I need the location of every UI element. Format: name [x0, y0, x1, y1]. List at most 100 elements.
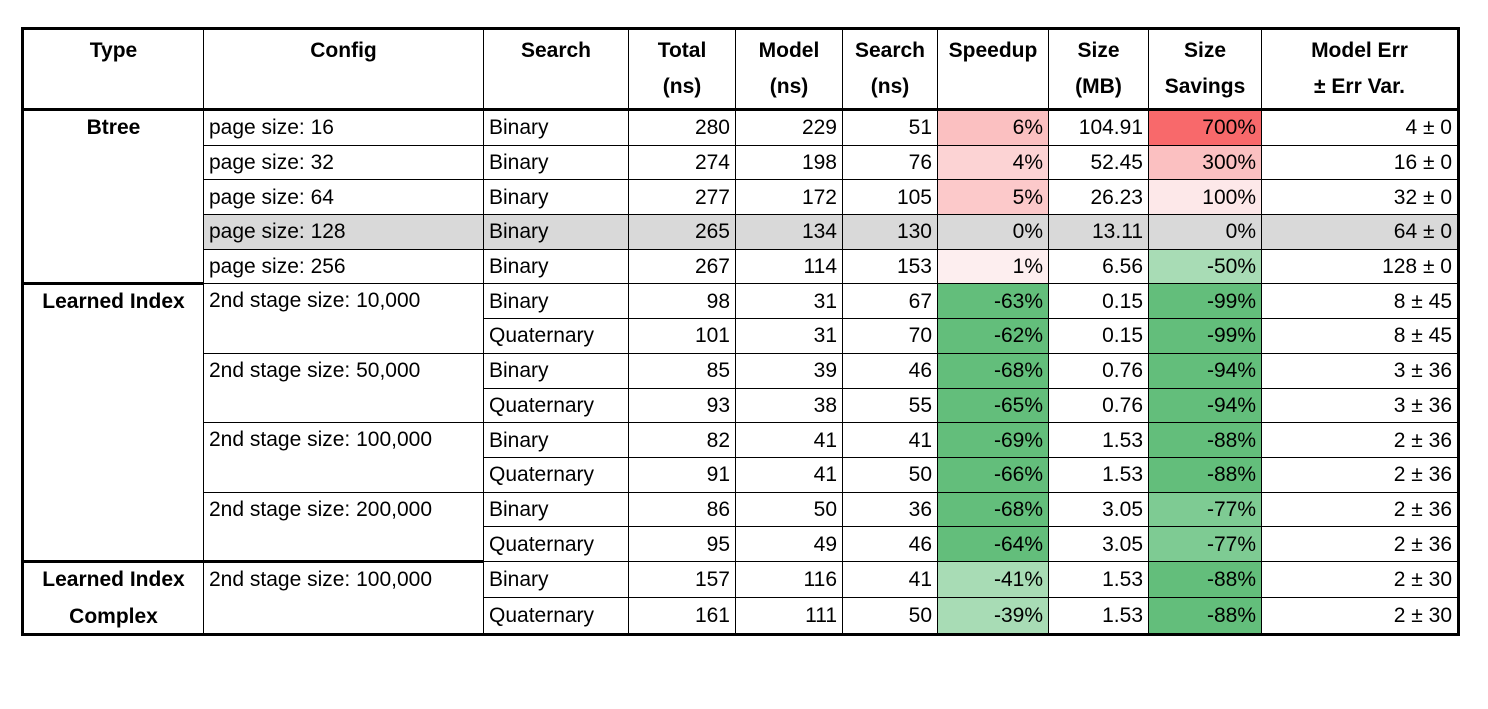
table-row: Btree page size: 16 Binary 280 229 51 6% 104.91… [22, 108, 1459, 286]
table-row: Quaternary 91 41 50 -66% 1.53 -88% 2 ± 36 [23, 456, 1459, 493]
savings-cell: -88% [1148, 456, 1262, 493]
table-row: Quaternary 93 38 55 -65% 0.76 -94% 3 ± 36 [23, 387, 1459, 424]
search-cell: Quaternary [483, 456, 629, 493]
savings-cell: -94% [1148, 352, 1262, 389]
savings-cell: 100% [1148, 179, 1262, 216]
err-cell: 128 ± 0 [1261, 248, 1459, 285]
total-cell: 267 [628, 248, 736, 285]
search-cell: Binary [483, 144, 629, 181]
header-total-unit: (ns) [628, 72, 736, 111]
size-cell: 1.53 [1048, 422, 1149, 458]
search-ns-cell: 50 [842, 596, 938, 635]
total-cell: 86 [628, 491, 736, 528]
model-cell: 198 [735, 144, 843, 181]
total-cell: 91 [628, 456, 736, 493]
model-cell: 41 [735, 422, 843, 458]
search-ns-cell: 46 [842, 352, 938, 389]
model-cell: 31 [735, 283, 843, 320]
savings-cell: -88% [1148, 422, 1262, 458]
speedup-cell: -39% [937, 596, 1049, 635]
header-row-1: Type Config Search Total Model Search Sp… [22, 28, 1459, 72]
savings-cell: 700% [1148, 109, 1262, 146]
savings-cell: -88% [1148, 560, 1262, 598]
search-cell: Binary [483, 491, 629, 528]
config-cell: 2nd stage size: 10,000 [203, 283, 484, 354]
table-row: Quaternary 161 111 50 -39% 1.53 -88% 2 ± 30 [23, 596, 1459, 635]
speedup-cell: 5% [937, 179, 1049, 216]
model-cell: 134 [735, 214, 843, 250]
table-row: 2nd stage size: 200,000 Binary 86 50 36 -68% 3… [23, 491, 1459, 563]
search-cell: Binary [483, 109, 629, 146]
model-cell: 39 [735, 352, 843, 389]
search-cell: Binary [483, 179, 629, 216]
config-cell: page size: 128 [203, 214, 484, 250]
search-ns-cell: 76 [842, 144, 938, 181]
header-search-ns: Search [842, 28, 938, 72]
search-ns-cell: 46 [842, 526, 938, 562]
total-cell: 85 [628, 352, 736, 389]
search-cell: Quaternary [483, 387, 629, 424]
size-cell: 0.76 [1048, 387, 1149, 424]
header-search: Search [483, 28, 629, 72]
search-ns-cell: 36 [842, 491, 938, 528]
search-ns-cell: 51 [842, 109, 938, 146]
header-err: Model Err [1261, 28, 1459, 72]
size-cell: 26.23 [1048, 179, 1149, 216]
err-cell: 32 ± 0 [1261, 179, 1459, 216]
size-cell: 52.45 [1048, 144, 1149, 181]
search-cell: Quaternary [483, 318, 629, 354]
savings-cell: -50% [1148, 248, 1262, 285]
search-cell: Binary [483, 283, 629, 320]
results-table: Type Config Search Total Model Search Sp… [21, 27, 1460, 636]
err-cell: 8 ± 45 [1261, 283, 1459, 320]
search-ns-cell: 130 [842, 214, 938, 250]
savings-cell: -88% [1148, 596, 1262, 635]
search-ns-cell: 153 [842, 248, 938, 285]
type-label: Learned Index [42, 290, 185, 314]
type-label: Learned Index [42, 567, 185, 591]
config-cell: page size: 256 [203, 248, 484, 285]
speedup-cell: -68% [937, 491, 1049, 528]
total-cell: 95 [628, 526, 736, 562]
total-cell: 101 [628, 318, 736, 354]
type-cell: Learned Index [22, 283, 204, 563]
savings-cell: -94% [1148, 387, 1262, 424]
err-cell: 2 ± 36 [1261, 456, 1459, 493]
model-cell: 116 [735, 560, 843, 598]
size-cell: 6.56 [1048, 248, 1149, 285]
search-ns-cell: 41 [842, 560, 938, 598]
size-cell: 0.15 [1048, 283, 1149, 320]
speedup-cell: 4% [937, 144, 1049, 181]
type-label: Btree [86, 116, 141, 139]
model-cell: 38 [735, 387, 843, 424]
speedup-cell: -69% [937, 422, 1049, 458]
config-cell: 2nd stage size: 100,000 [203, 560, 484, 636]
model-cell: 49 [735, 526, 843, 562]
config-cell: page size: 16 [203, 109, 484, 146]
size-cell: 104.91 [1048, 109, 1149, 146]
table-row: page size: 64 Binary 277 172 105 5% 26.23 100% 3… [23, 179, 1459, 216]
table-row: page size: 32 Binary 274 198 76 4% 52.45 300% 16… [23, 144, 1459, 181]
model-cell: 31 [735, 318, 843, 354]
table-row: Quaternary 95 49 46 -64% 3.05 -77% 2 ± 36 [23, 526, 1459, 562]
size-cell: 1.53 [1048, 456, 1149, 493]
total-cell: 82 [628, 422, 736, 458]
savings-cell: -77% [1148, 526, 1262, 562]
err-cell: 2 ± 30 [1261, 596, 1459, 635]
speedup-cell: -64% [937, 526, 1049, 562]
config-cell: 2nd stage size: 50,000 [203, 352, 484, 424]
model-cell: 172 [735, 179, 843, 216]
search-ns-cell: 105 [842, 179, 938, 216]
search-ns-cell: 55 [842, 387, 938, 424]
header-row-2: (ns) (ns) (ns) (MB) Savings ± Err Var. [22, 72, 1459, 111]
total-cell: 161 [628, 596, 736, 635]
total-cell: 93 [628, 387, 736, 424]
header-model: Model [735, 28, 843, 72]
speedup-cell: -41% [937, 560, 1049, 598]
header-type: Type [22, 28, 204, 72]
search-cell: Quaternary [483, 526, 629, 562]
search-cell: Quaternary [483, 596, 629, 635]
err-cell: 2 ± 36 [1261, 491, 1459, 528]
size-cell: 0.76 [1048, 352, 1149, 389]
table-row: page size: 256 Binary 267 114 153 1% 6.56 -50% 1… [23, 248, 1459, 285]
